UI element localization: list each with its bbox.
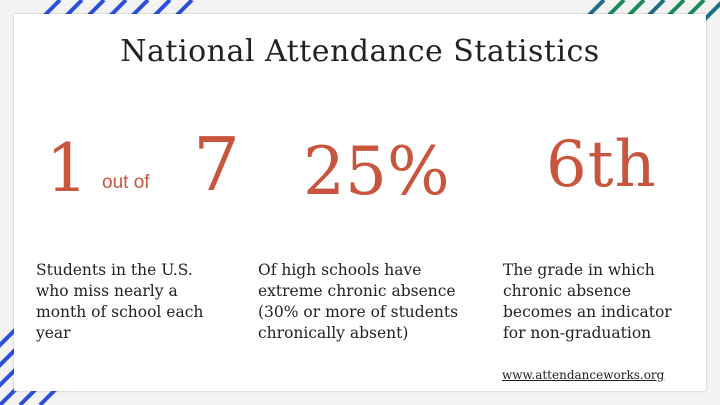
stat-one-number-two: 7 [193,122,241,208]
stat-one-connector: out of [102,172,150,193]
slide-card [14,14,706,391]
stat-two-description: Of high schools have extreme chronic abs… [258,261,459,342]
source-link[interactable]: www.attendanceworks.org [502,368,665,382]
stat-three-number: 6th [546,128,657,202]
slide-title: National Attendance Statistics [120,34,600,69]
stat-one-description: Students in the U.S. who miss nearly a m… [36,261,204,342]
stat-three-description: The grade in which chronic absence becom… [503,261,672,342]
stat-one-number: 1 [46,130,88,207]
stat-two-number: 25% [303,133,450,210]
